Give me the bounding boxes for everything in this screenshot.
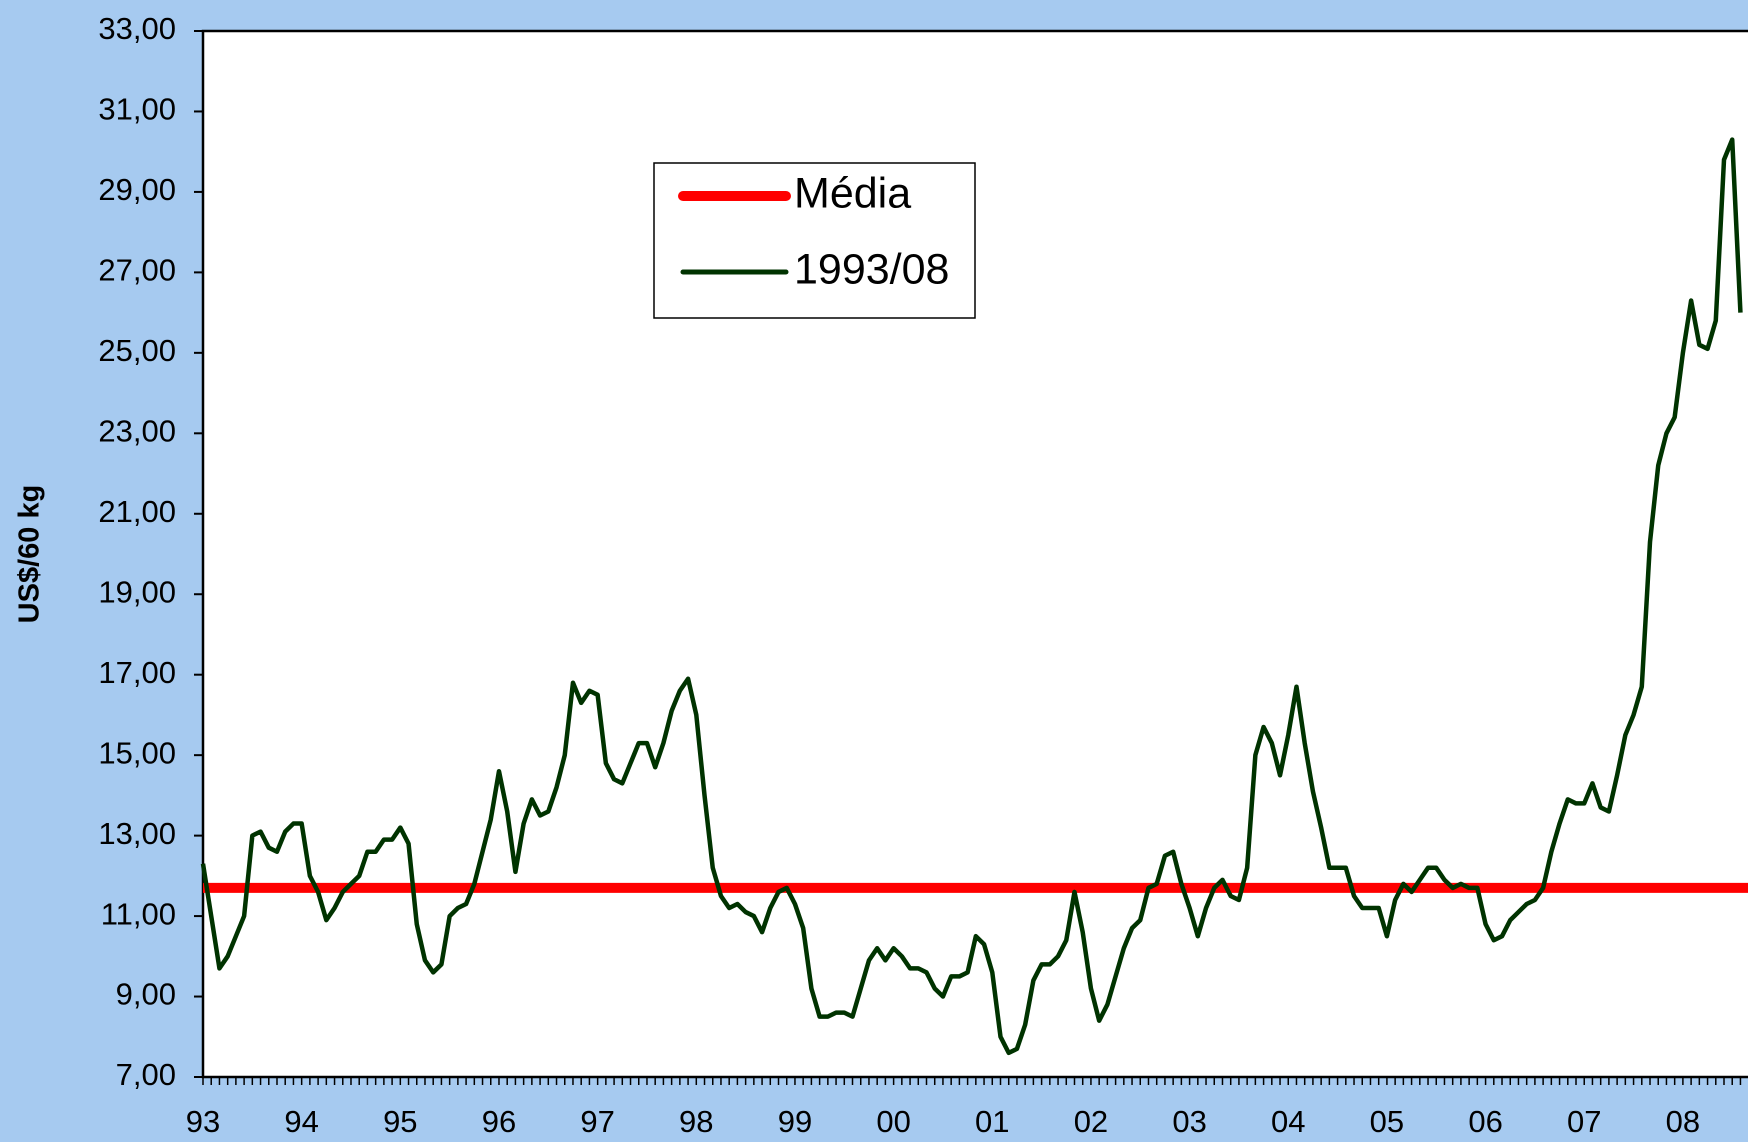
x-tick-label: 95	[383, 1104, 417, 1139]
legend-label: 1993/08	[794, 245, 949, 293]
y-axis-label: US$/60 kg	[14, 485, 46, 624]
x-tick-label: 05	[1370, 1104, 1404, 1139]
x-tick-label: 98	[679, 1104, 713, 1139]
x-tick-label: 02	[1074, 1104, 1108, 1139]
y-tick-label: 29,00	[98, 172, 176, 207]
y-tick-label: 11,00	[101, 896, 176, 931]
y-tick-label: 31,00	[98, 92, 176, 127]
x-tick-label: 93	[186, 1104, 220, 1139]
y-tick-label: 25,00	[98, 333, 176, 368]
y-tick-label: 13,00	[98, 816, 176, 851]
x-tick-label: 00	[876, 1104, 910, 1139]
x-tick-label: 01	[975, 1104, 1009, 1139]
price-line	[200, 137, 1743, 1056]
y-tick-label: 17,00	[98, 655, 176, 690]
x-tick-label: 04	[1271, 1104, 1305, 1139]
y-tick-label: 27,00	[98, 253, 176, 288]
y-tick-label: 19,00	[98, 574, 176, 609]
x-tick-label: 08	[1666, 1104, 1700, 1139]
y-tick-label: 21,00	[98, 494, 176, 529]
y-tick-label: 7,00	[116, 1057, 176, 1092]
x-tick-label: 97	[580, 1104, 614, 1139]
y-tick-label: 33,00	[98, 11, 176, 46]
x-tick-label: 99	[778, 1104, 812, 1139]
x-tick-label: 03	[1172, 1104, 1206, 1139]
y-tick-label: 15,00	[98, 735, 176, 770]
y-tick-label: 23,00	[98, 413, 176, 448]
x-tick-label: 06	[1468, 1104, 1502, 1139]
x-tick-label: 94	[284, 1104, 318, 1139]
legend: Média 1993/08	[653, 162, 976, 319]
x-tick-label: 07	[1567, 1104, 1601, 1139]
x-tick-label: 96	[482, 1104, 516, 1139]
legend-label: Média	[794, 169, 911, 217]
y-tick-label: 9,00	[116, 977, 176, 1012]
legend-box	[653, 162, 976, 319]
